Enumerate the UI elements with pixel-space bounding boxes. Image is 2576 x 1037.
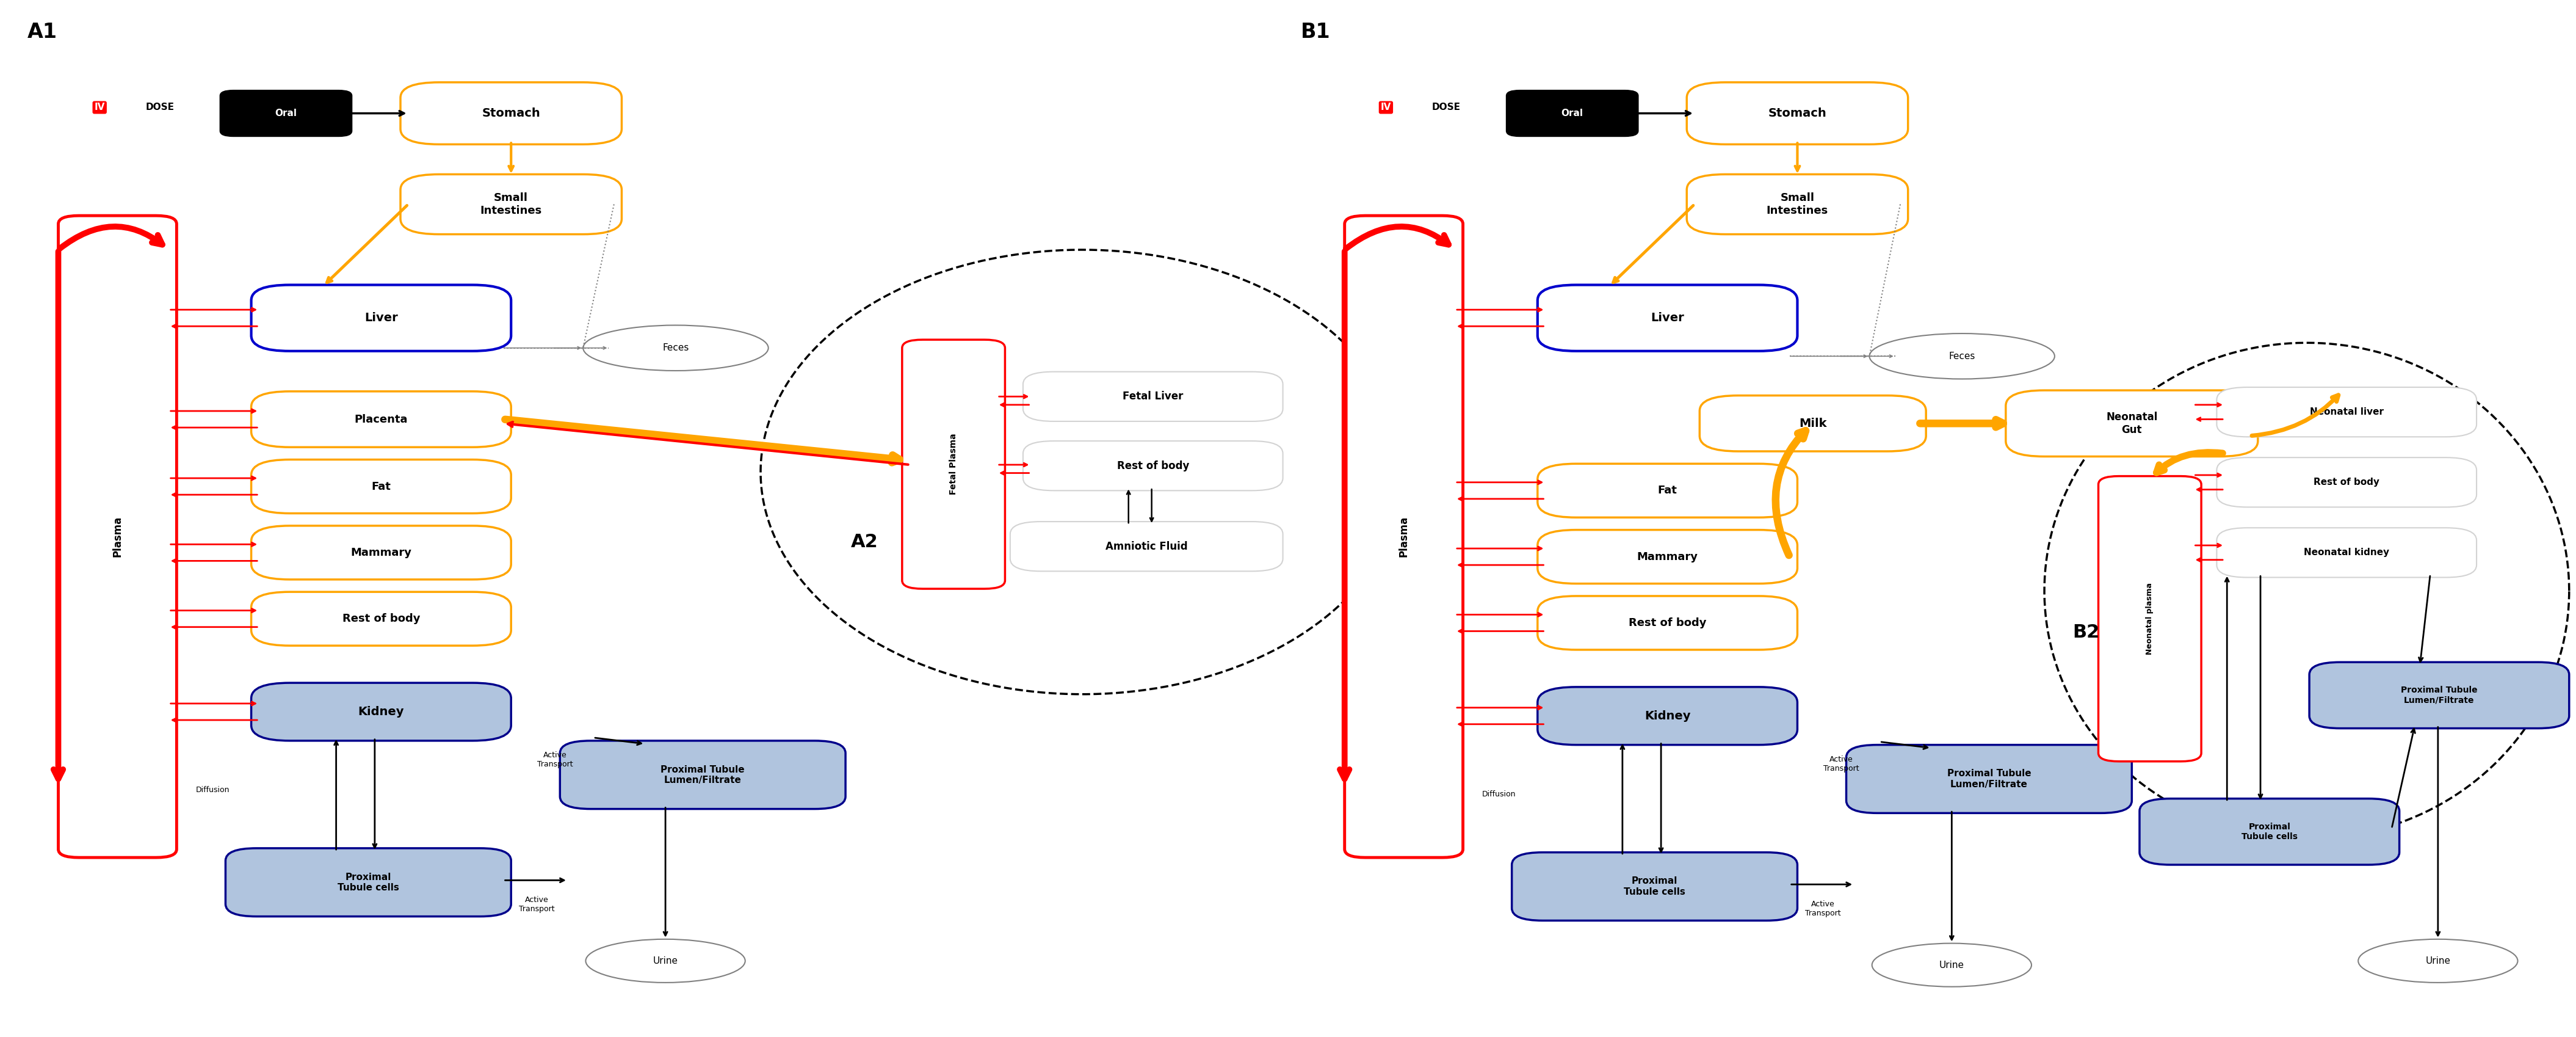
FancyBboxPatch shape xyxy=(1687,82,1909,144)
Text: Rest of body: Rest of body xyxy=(1628,617,1705,628)
Text: Rest of body: Rest of body xyxy=(1118,460,1190,471)
FancyBboxPatch shape xyxy=(1700,395,1927,451)
Text: Active
Transport: Active Transport xyxy=(1824,755,1860,773)
Text: Small
Intestines: Small Intestines xyxy=(479,193,541,216)
Text: Liver: Liver xyxy=(1651,312,1685,324)
FancyBboxPatch shape xyxy=(252,592,510,646)
Text: Small
Intestines: Small Intestines xyxy=(1767,193,1829,216)
FancyBboxPatch shape xyxy=(559,740,845,809)
FancyBboxPatch shape xyxy=(1507,90,1638,136)
Text: Oral: Oral xyxy=(276,109,296,118)
FancyBboxPatch shape xyxy=(2141,798,2398,865)
Text: DOSE: DOSE xyxy=(147,103,175,112)
FancyBboxPatch shape xyxy=(1538,530,1798,584)
FancyBboxPatch shape xyxy=(1010,522,1283,571)
Text: Active
Transport: Active Transport xyxy=(518,896,554,914)
Text: Neonatal plasma: Neonatal plasma xyxy=(2146,583,2154,654)
FancyBboxPatch shape xyxy=(59,216,178,858)
FancyBboxPatch shape xyxy=(1538,596,1798,650)
Text: Fat: Fat xyxy=(371,481,392,492)
FancyBboxPatch shape xyxy=(2308,663,2568,728)
Text: Mammary: Mammary xyxy=(350,548,412,558)
Text: Feces: Feces xyxy=(1950,352,1976,361)
Ellipse shape xyxy=(582,326,768,370)
FancyBboxPatch shape xyxy=(1023,441,1283,491)
FancyBboxPatch shape xyxy=(227,848,510,917)
FancyBboxPatch shape xyxy=(2218,387,2476,437)
Text: DOSE: DOSE xyxy=(1432,103,1461,112)
FancyBboxPatch shape xyxy=(399,82,621,144)
Text: Fetal Plasma: Fetal Plasma xyxy=(951,433,958,495)
Text: Rest of body: Rest of body xyxy=(343,613,420,624)
Text: Neonatal liver: Neonatal liver xyxy=(2311,408,2383,417)
Ellipse shape xyxy=(2357,940,2517,983)
Ellipse shape xyxy=(1873,944,2032,987)
Text: IV: IV xyxy=(95,103,106,112)
Text: Active
Transport: Active Transport xyxy=(1806,900,1842,918)
FancyBboxPatch shape xyxy=(222,90,350,136)
Text: Neonatal
Gut: Neonatal Gut xyxy=(2107,412,2159,436)
Text: A1: A1 xyxy=(28,22,57,43)
FancyBboxPatch shape xyxy=(1847,745,2133,813)
Text: Fetal Liver: Fetal Liver xyxy=(1123,391,1182,402)
Text: Feces: Feces xyxy=(662,343,688,353)
Text: A2: A2 xyxy=(850,533,878,551)
Text: Urine: Urine xyxy=(652,956,677,965)
Text: Rest of body: Rest of body xyxy=(2313,478,2380,487)
FancyBboxPatch shape xyxy=(2007,390,2259,456)
Text: Proximal Tubule
Lumen/Filtrate: Proximal Tubule Lumen/Filtrate xyxy=(2401,686,2478,704)
Text: Kidney: Kidney xyxy=(358,706,404,718)
FancyBboxPatch shape xyxy=(252,285,510,352)
Text: Proximal
Tubule cells: Proximal Tubule cells xyxy=(337,872,399,892)
FancyBboxPatch shape xyxy=(2099,476,2202,761)
FancyBboxPatch shape xyxy=(1023,371,1283,421)
Text: Active
Transport: Active Transport xyxy=(536,751,572,768)
FancyBboxPatch shape xyxy=(1538,285,1798,352)
Text: Urine: Urine xyxy=(1940,960,1965,970)
Text: B1: B1 xyxy=(1301,22,1332,43)
Text: B2: B2 xyxy=(2074,623,2099,641)
Text: Kidney: Kidney xyxy=(1643,710,1690,722)
Text: Mammary: Mammary xyxy=(1636,552,1698,562)
FancyBboxPatch shape xyxy=(902,340,1005,589)
FancyBboxPatch shape xyxy=(1345,216,1463,858)
FancyBboxPatch shape xyxy=(252,391,510,447)
Ellipse shape xyxy=(585,940,744,983)
Text: Oral: Oral xyxy=(1561,109,1584,118)
FancyBboxPatch shape xyxy=(1512,852,1798,921)
Text: Plasma: Plasma xyxy=(1399,516,1409,557)
Text: Proximal
Tubule cells: Proximal Tubule cells xyxy=(2241,822,2298,841)
FancyBboxPatch shape xyxy=(252,459,510,513)
FancyBboxPatch shape xyxy=(252,526,510,580)
Text: Milk: Milk xyxy=(1798,418,1826,429)
Text: Liver: Liver xyxy=(363,312,397,324)
Text: Urine: Urine xyxy=(2427,956,2450,965)
Text: Fat: Fat xyxy=(1659,485,1677,496)
FancyBboxPatch shape xyxy=(1538,464,1798,517)
Ellipse shape xyxy=(1870,334,2056,379)
Text: Neonatal kidney: Neonatal kidney xyxy=(2303,548,2391,557)
Text: Stomach: Stomach xyxy=(1767,108,1826,119)
Text: Diffusion: Diffusion xyxy=(196,786,229,794)
Text: IV: IV xyxy=(1381,103,1391,112)
Text: Proximal Tubule
Lumen/Filtrate: Proximal Tubule Lumen/Filtrate xyxy=(1947,769,2030,789)
FancyBboxPatch shape xyxy=(1687,174,1909,234)
FancyBboxPatch shape xyxy=(399,174,621,234)
FancyBboxPatch shape xyxy=(252,682,510,740)
Text: Proximal
Tubule cells: Proximal Tubule cells xyxy=(1623,876,1685,896)
Text: Diffusion: Diffusion xyxy=(1481,790,1515,798)
Text: Proximal Tubule
Lumen/Filtrate: Proximal Tubule Lumen/Filtrate xyxy=(659,765,744,785)
Text: Stomach: Stomach xyxy=(482,108,541,119)
FancyBboxPatch shape xyxy=(2218,457,2476,507)
FancyBboxPatch shape xyxy=(1538,686,1798,745)
Text: Amniotic Fluid: Amniotic Fluid xyxy=(1105,541,1188,552)
FancyBboxPatch shape xyxy=(2218,528,2476,578)
Text: Placenta: Placenta xyxy=(355,414,407,425)
Text: Plasma: Plasma xyxy=(111,516,124,557)
